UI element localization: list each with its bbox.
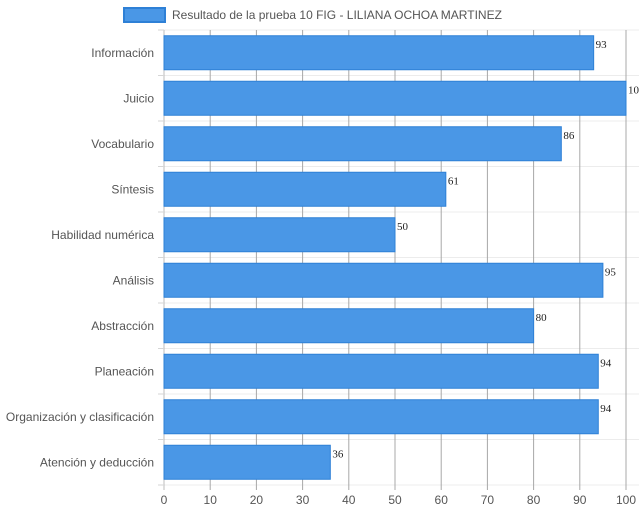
- x-tick-label: 20: [250, 493, 264, 507]
- data-label: 93: [596, 39, 608, 51]
- bar[interactable]: [163, 444, 331, 480]
- category-label: Planeación: [95, 364, 154, 378]
- category-label: Abstracción: [91, 319, 154, 333]
- bar[interactable]: [163, 217, 396, 253]
- data-label: 80: [536, 312, 548, 324]
- data-label: 100: [628, 84, 639, 96]
- x-tick-label: 70: [481, 493, 495, 507]
- x-tick-label: 100: [616, 493, 636, 507]
- legend-swatch: [123, 7, 166, 23]
- x-tick-label: 60: [435, 493, 449, 507]
- bar[interactable]: [163, 308, 535, 344]
- category-label: Organización y clasificación: [6, 410, 154, 424]
- category-label: Atención y deducción: [40, 455, 154, 469]
- category-label: Análisis: [113, 273, 154, 287]
- bar[interactable]: [163, 126, 562, 162]
- bar[interactable]: [163, 171, 447, 207]
- data-label: 95: [605, 266, 617, 278]
- data-label: 86: [563, 130, 575, 142]
- x-tick-label: 10: [204, 493, 218, 507]
- legend[interactable]: Resultado de la prueba 10 FIG - LILIANA …: [123, 7, 502, 23]
- bar[interactable]: [163, 35, 595, 71]
- x-tick-labels: 0 10 20 30 40 50 60 70 80 90 100: [161, 493, 637, 507]
- x-tick-label: 0: [161, 493, 168, 507]
- bar[interactable]: [163, 80, 627, 116]
- x-tick-label: 40: [342, 493, 356, 507]
- data-label: 94: [600, 403, 612, 415]
- bar[interactable]: [163, 262, 604, 298]
- data-label: 94: [600, 357, 612, 369]
- data-labels: 93 100 86 61 50 95 80 94 94 36: [332, 39, 639, 461]
- data-label: 61: [448, 175, 459, 187]
- bars: [163, 35, 627, 480]
- x-tick-label: 90: [573, 493, 587, 507]
- legend-label: Resultado de la prueba 10 FIG - LILIANA …: [172, 8, 502, 22]
- x-tick-label: 80: [527, 493, 541, 507]
- category-label: Habilidad numérica: [51, 228, 154, 242]
- bar[interactable]: [163, 399, 599, 435]
- data-label: 50: [397, 221, 409, 233]
- category-label: Síntesis: [111, 182, 154, 196]
- x-tick-label: 50: [388, 493, 402, 507]
- data-label: 36: [332, 448, 344, 460]
- category-label: Juicio: [123, 91, 154, 105]
- bar[interactable]: [163, 353, 599, 389]
- category-labels: Información Juicio Vocabulario Síntesis Habi…: [6, 46, 154, 470]
- x-tick-label: 30: [296, 493, 310, 507]
- category-label: Información: [91, 46, 154, 60]
- category-label: Vocabulario: [91, 137, 154, 151]
